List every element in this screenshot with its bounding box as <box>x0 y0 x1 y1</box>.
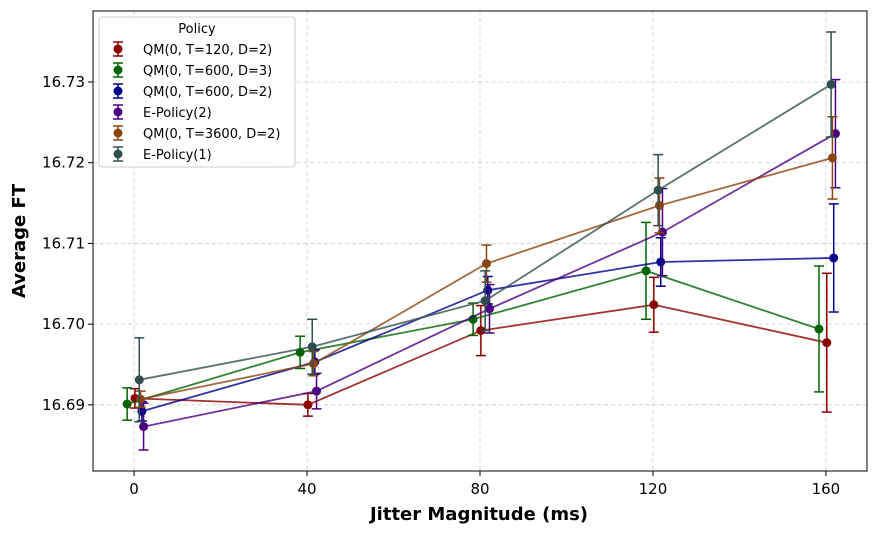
data-point <box>303 400 313 410</box>
data-point <box>649 300 659 310</box>
y-tick-label: 16.70 <box>42 315 85 333</box>
x-tick-label: 160 <box>812 480 841 498</box>
series-layer <box>122 31 841 451</box>
x-tick-label: 40 <box>297 480 316 498</box>
series-line <box>143 132 836 428</box>
data-point <box>830 129 840 139</box>
series-0 <box>129 272 832 417</box>
legend-item: QM(0, T=3600, D=2) <box>113 125 280 142</box>
series-3 <box>138 78 841 451</box>
data-point <box>485 304 495 314</box>
data-point <box>122 399 132 409</box>
legend-label: QM(0, T=600, D=2) <box>143 85 272 100</box>
data-point <box>827 153 837 163</box>
x-tick-label: 0 <box>129 480 139 498</box>
legend-title: Policy <box>178 22 216 37</box>
y-tick-label: 16.69 <box>42 396 85 414</box>
series-1 <box>122 221 825 421</box>
legend-box <box>98 16 296 168</box>
data-point <box>654 200 664 210</box>
data-point <box>826 79 836 89</box>
data-point <box>829 253 839 263</box>
legend-label: E-Policy(1) <box>143 148 212 163</box>
data-point <box>656 257 666 267</box>
legend-marker <box>113 44 123 54</box>
x-tick-label: 80 <box>470 480 489 498</box>
data-point <box>822 338 832 348</box>
x-tick-label: 120 <box>639 480 668 498</box>
legend-marker <box>113 86 123 96</box>
data-point <box>481 259 491 269</box>
data-point <box>139 422 149 432</box>
data-point <box>641 266 651 276</box>
data-point <box>312 386 322 396</box>
data-point <box>480 296 490 306</box>
y-tick-label: 16.72 <box>42 154 85 172</box>
series-line <box>126 269 820 405</box>
legend-item: QM(0, T=600, D=2) <box>113 83 272 100</box>
series-5 <box>134 31 837 423</box>
legend-marker <box>113 65 123 75</box>
data-point <box>136 394 146 404</box>
data-point <box>653 185 663 195</box>
legend-item: E-Policy(1) <box>113 146 212 163</box>
data-point <box>307 342 317 352</box>
legend-marker <box>113 107 123 117</box>
legend: Policy QM(0, T=120, D=2) QM(0, T=600, D=3)… <box>98 16 296 168</box>
y-tick-label: 16.73 <box>42 73 85 91</box>
x-axis-label: Jitter Magnitude (ms) <box>368 504 588 525</box>
ticks: 0 40 80 120 160 16.69 16.70 16.71 16.72 16.73 <box>42 73 840 498</box>
y-axis-label: Average FT <box>9 183 30 298</box>
data-point <box>309 359 319 369</box>
legend-label: QM(0, T=600, D=3) <box>143 64 272 79</box>
legend-label: QM(0, T=120, D=2) <box>143 43 272 58</box>
legend-label: QM(0, T=3600, D=2) <box>143 127 280 142</box>
legend-item: E-Policy(2) <box>113 104 212 121</box>
y-tick-label: 16.71 <box>42 234 85 252</box>
legend-item: QM(0, T=120, D=2) <box>113 41 272 58</box>
data-point <box>814 324 824 334</box>
legend-label: E-Policy(2) <box>143 106 212 121</box>
series-4 <box>135 115 838 408</box>
data-point <box>134 375 144 385</box>
data-point <box>657 227 667 237</box>
legend-marker <box>113 128 123 138</box>
legend-item: QM(0, T=600, D=3) <box>113 62 272 79</box>
legend-marker <box>113 149 123 159</box>
